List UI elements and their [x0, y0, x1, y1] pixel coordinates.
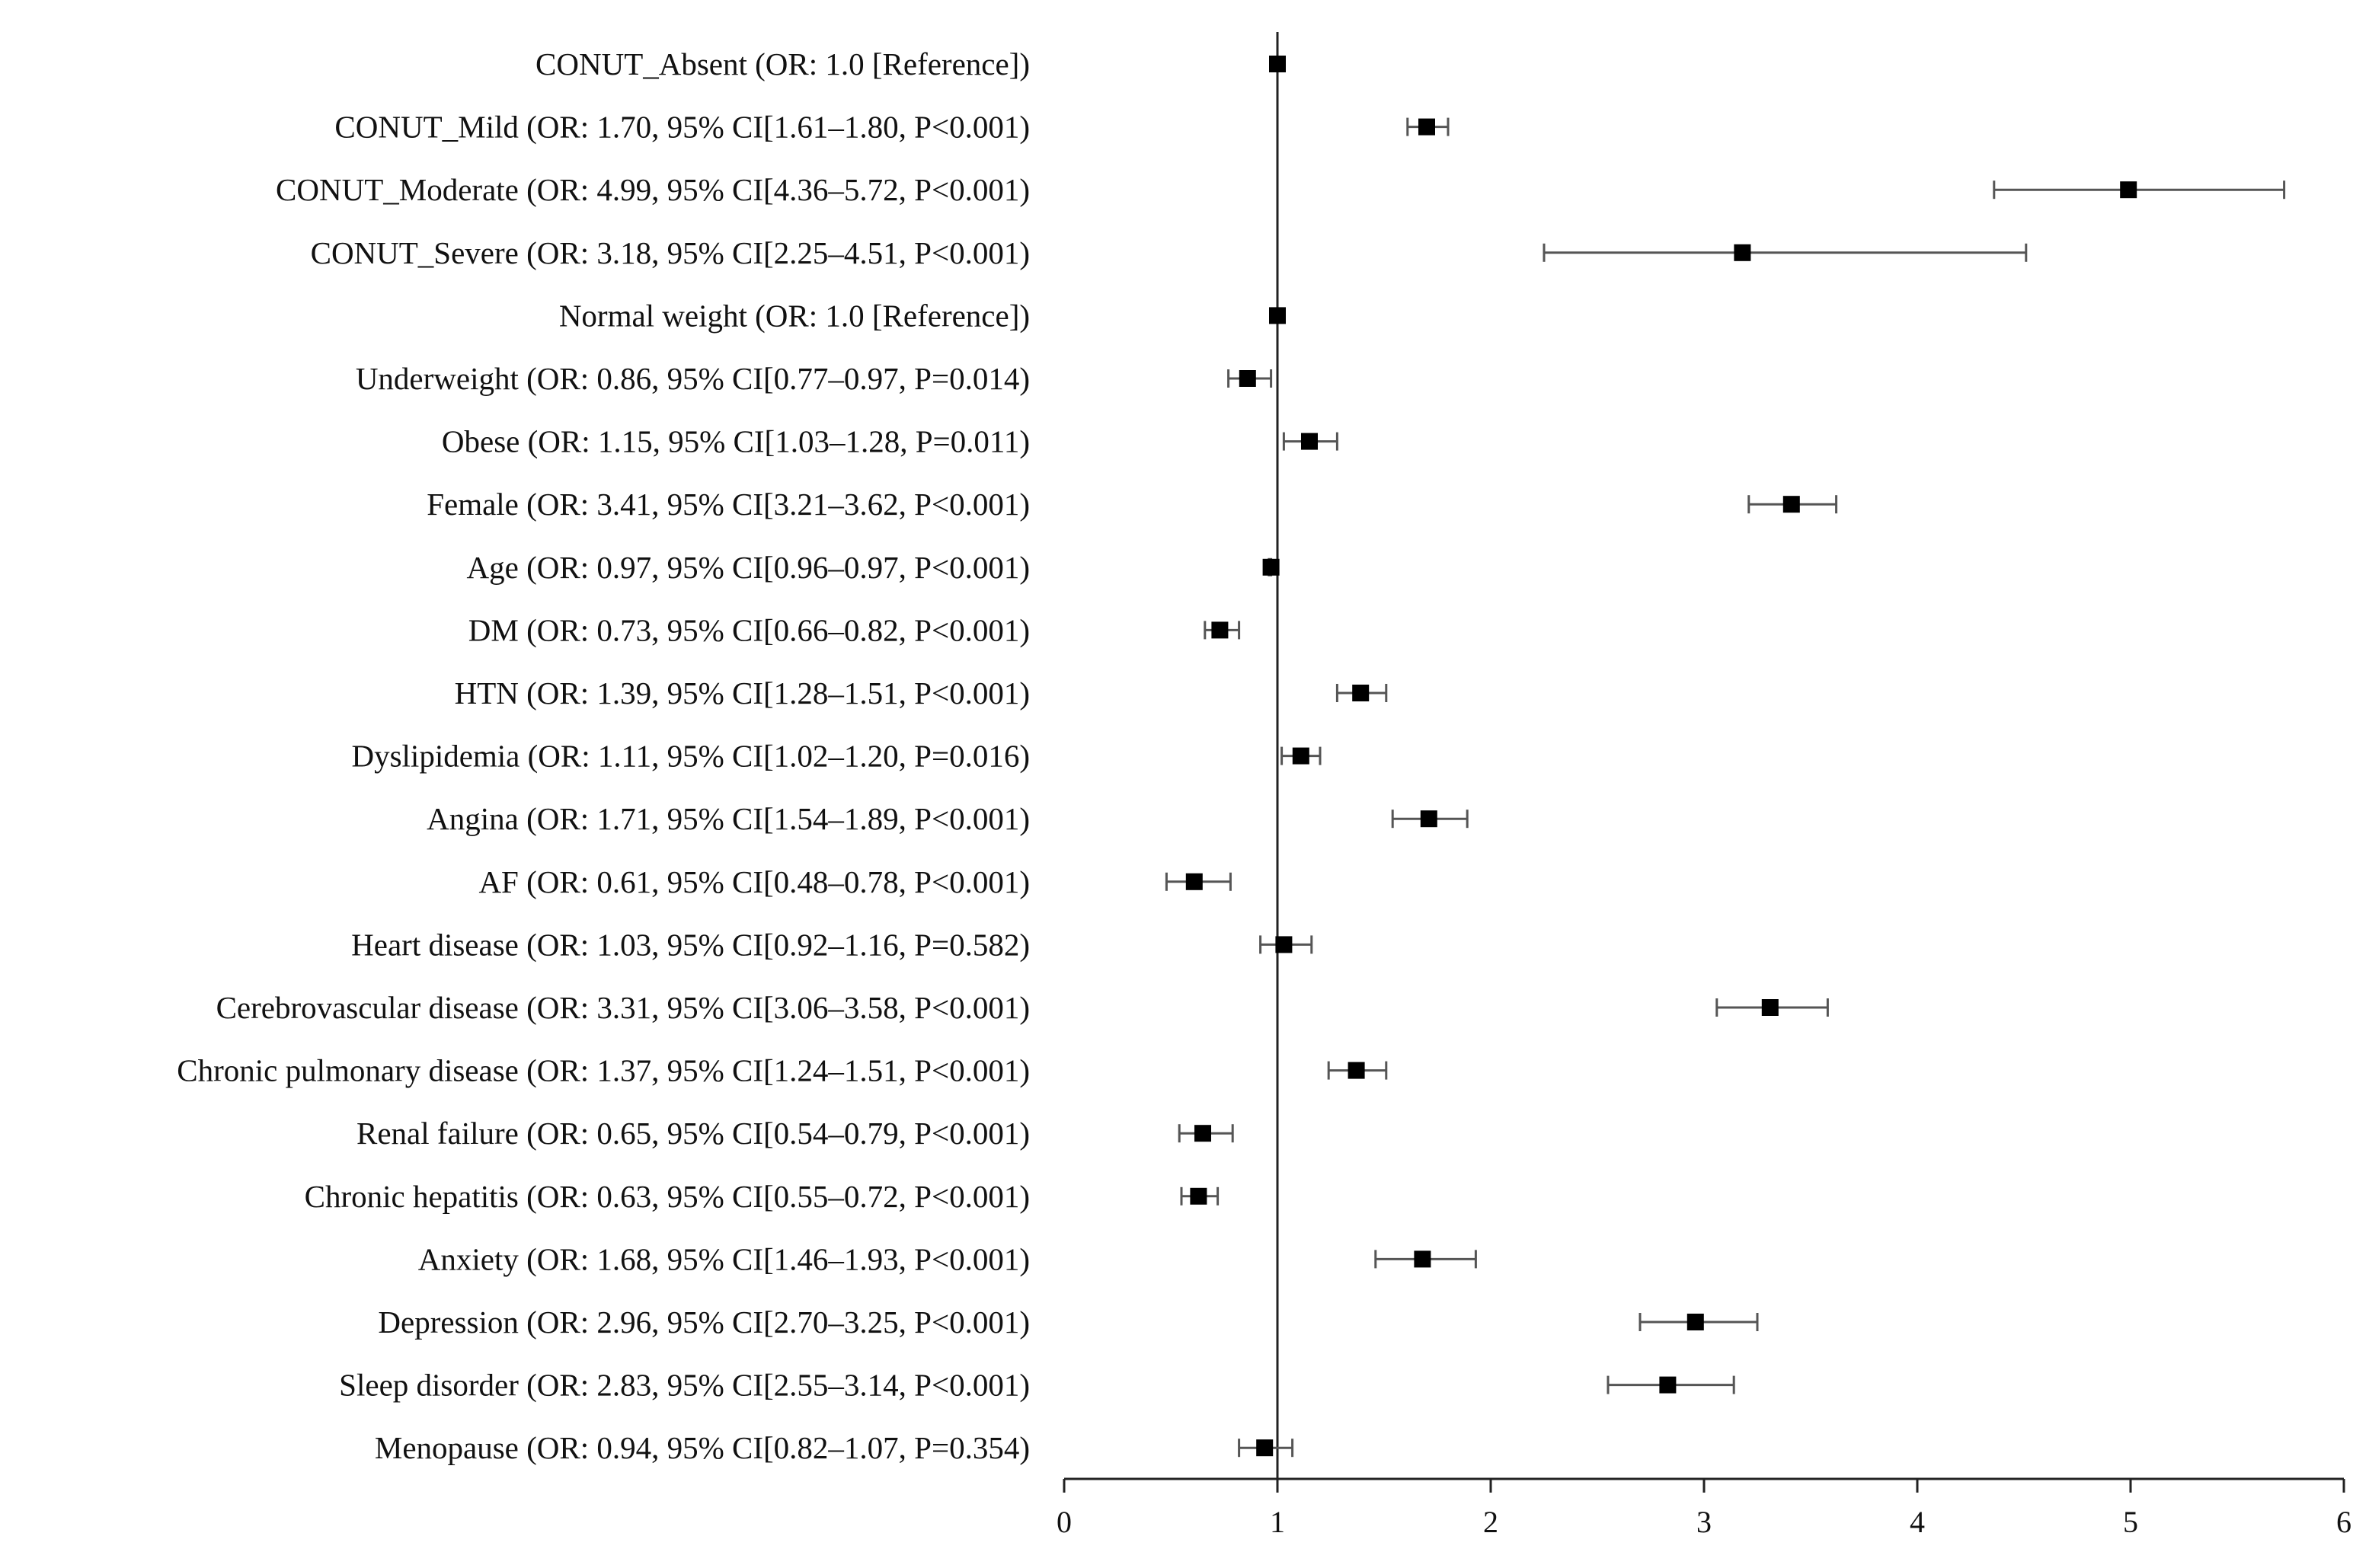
- row-label: Angina (OR: 1.71, 95% CI[1.54–1.89, P<0.…: [427, 801, 1030, 836]
- row-label: Age (OR: 0.97, 95% CI[0.96–0.97, P<0.001…: [467, 550, 1030, 585]
- or-marker: [1418, 118, 1435, 136]
- or-marker: [1190, 1187, 1207, 1205]
- row-label: Dyslipidemia (OR: 1.11, 95% CI[1.02–1.20…: [351, 739, 1030, 774]
- row-label: Underweight (OR: 0.86, 95% CI[0.77–0.97,…: [356, 361, 1030, 396]
- x-tick-label: 4: [1910, 1505, 1925, 1539]
- row-label: Chronic hepatitis (OR: 0.63, 95% CI[0.55…: [305, 1179, 1030, 1214]
- or-marker: [1420, 810, 1437, 828]
- x-tick-label: 5: [2123, 1505, 2138, 1539]
- row-label: Anxiety (OR: 1.68, 95% CI[1.46–1.93, P<0…: [418, 1241, 1030, 1276]
- row-label: Menopause (OR: 0.94, 95% CI[0.82–1.07, P…: [375, 1430, 1030, 1465]
- row-label: CONUT_Severe (OR: 3.18, 95% CI[2.25–4.51…: [311, 235, 1030, 270]
- or-marker: [1734, 244, 1751, 261]
- row-label: Chronic pulmonary disease (OR: 1.37, 95%…: [177, 1053, 1030, 1088]
- row-label: Sleep disorder (OR: 2.83, 95% CI[2.55–3.…: [339, 1368, 1030, 1403]
- row-label: CONUT_Mild (OR: 1.70, 95% CI[1.61–1.80, …: [334, 110, 1030, 145]
- or-marker: [1686, 1314, 1704, 1330]
- row-label: Female (OR: 3.41, 95% CI[3.21–3.62, P<0.…: [427, 487, 1030, 522]
- or-marker: [1414, 1250, 1431, 1268]
- x-tick-label: 6: [2336, 1505, 2351, 1539]
- row-label: Obese (OR: 1.15, 95% CI[1.03–1.28, P=0.0…: [442, 424, 1030, 459]
- or-marker: [1269, 307, 1286, 324]
- or-marker: [1761, 999, 1779, 1016]
- x-axis: 0 1 2 3 4 5 6: [1057, 1477, 2351, 1539]
- row-labels: CONUT_Absent (OR: 1.0 [Reference]) CONUT_…: [177, 46, 1030, 1465]
- odds-ratio-markers: [1185, 56, 2137, 1457]
- x-tick-label: 0: [1057, 1505, 1072, 1539]
- or-marker: [1782, 496, 1800, 513]
- or-marker: [1352, 685, 1370, 701]
- row-label: Renal failure (OR: 0.65, 95% CI[0.54–0.7…: [356, 1116, 1030, 1151]
- row-label: CONUT_Moderate (OR: 4.99, 95% CI[4.36–5.…: [276, 172, 1030, 207]
- x-tick-label: 3: [1696, 1505, 1712, 1539]
- ci-whisker: [1543, 243, 2028, 262]
- row-label: Heart disease (OR: 1.03, 95% CI[0.92–1.1…: [351, 927, 1030, 962]
- or-marker: [1185, 873, 1203, 890]
- or-marker: [2120, 181, 2137, 199]
- or-marker: [1275, 936, 1293, 953]
- row-label: AF (OR: 0.61, 95% CI[0.48–0.78, P<0.001): [478, 864, 1030, 899]
- x-tick-label: 2: [1483, 1505, 1498, 1539]
- ci-whisker: [1993, 180, 2286, 200]
- or-marker: [1256, 1439, 1274, 1457]
- or-marker: [1348, 1062, 1365, 1079]
- confidence-intervals: [1165, 117, 2286, 1458]
- row-label: DM (OR: 0.73, 95% CI[0.66–0.82, P<0.001): [468, 612, 1030, 647]
- or-marker: [1194, 1125, 1211, 1142]
- or-marker: [1301, 433, 1318, 450]
- x-axis-ticks: 0 1 2 3 4 5 6: [1057, 1479, 2351, 1539]
- or-marker: [1262, 558, 1280, 576]
- row-label: Depression (OR: 2.96, 95% CI[2.70–3.25, …: [378, 1305, 1030, 1340]
- or-marker: [1292, 747, 1309, 765]
- row-label: Cerebrovascular disease (OR: 3.31, 95% C…: [216, 990, 1030, 1025]
- row-label: CONUT_Absent (OR: 1.0 [Reference]): [536, 46, 1030, 81]
- or-marker: [1211, 621, 1229, 639]
- row-label: Normal weight (OR: 1.0 [Reference]): [559, 298, 1030, 333]
- or-marker: [1659, 1376, 1677, 1394]
- or-marker: [1239, 370, 1256, 387]
- row-label: HTN (OR: 1.39, 95% CI[1.28–1.51, P<0.001…: [455, 675, 1030, 711]
- x-tick-label: 1: [1270, 1505, 1285, 1539]
- or-marker: [1269, 56, 1286, 72]
